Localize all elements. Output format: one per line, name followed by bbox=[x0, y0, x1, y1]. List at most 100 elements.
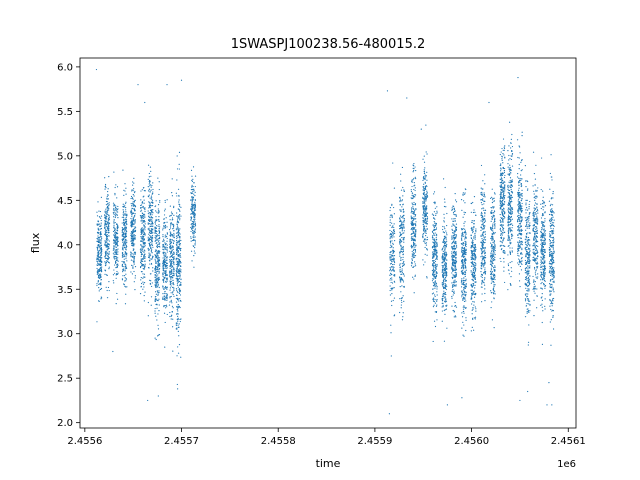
data-point bbox=[472, 263, 474, 265]
data-point bbox=[194, 243, 196, 245]
data-point bbox=[159, 201, 161, 203]
data-point bbox=[162, 259, 165, 262]
data-point bbox=[393, 213, 395, 215]
data-point bbox=[431, 235, 434, 237]
data-point bbox=[113, 221, 115, 223]
data-point bbox=[117, 272, 119, 274]
data-point bbox=[391, 226, 393, 229]
data-point bbox=[178, 229, 180, 232]
data-point bbox=[410, 207, 413, 209]
data-point bbox=[172, 307, 174, 309]
data-point bbox=[390, 254, 393, 256]
data-point bbox=[179, 291, 181, 293]
data-point bbox=[436, 265, 438, 267]
data-point bbox=[414, 223, 417, 225]
data-point bbox=[483, 265, 485, 267]
data-point bbox=[446, 224, 448, 227]
data-point bbox=[166, 294, 168, 296]
data-point bbox=[452, 223, 454, 225]
data-point bbox=[411, 194, 413, 196]
data-point bbox=[193, 182, 195, 184]
data-point bbox=[482, 193, 484, 195]
data-point bbox=[414, 203, 417, 205]
data-point bbox=[116, 226, 118, 228]
data-point bbox=[169, 235, 171, 237]
data-point bbox=[422, 177, 425, 179]
data-point bbox=[131, 210, 133, 212]
data-point bbox=[401, 223, 403, 225]
data-point bbox=[452, 224, 454, 226]
data-point bbox=[154, 235, 156, 237]
data-point bbox=[150, 189, 152, 191]
data-point bbox=[192, 213, 194, 215]
data-point bbox=[400, 189, 403, 191]
data-point bbox=[452, 220, 454, 222]
data-point bbox=[100, 231, 102, 233]
data-point bbox=[141, 216, 143, 218]
data-point bbox=[412, 212, 414, 215]
data-point bbox=[193, 205, 195, 207]
data-point bbox=[451, 253, 453, 255]
data-point bbox=[445, 236, 447, 238]
data-point bbox=[107, 224, 110, 226]
data-point bbox=[415, 244, 417, 246]
data-point bbox=[451, 237, 453, 239]
data-point bbox=[158, 286, 160, 289]
data-point bbox=[143, 227, 145, 229]
data-point bbox=[106, 236, 108, 238]
data-point bbox=[130, 195, 133, 198]
data-point bbox=[114, 264, 116, 266]
data-point bbox=[432, 288, 434, 290]
data-point bbox=[164, 251, 166, 253]
data-point bbox=[133, 248, 135, 250]
data-point bbox=[108, 216, 110, 218]
data-point bbox=[130, 255, 132, 257]
data-point bbox=[112, 280, 114, 282]
data-point bbox=[472, 285, 474, 287]
data-point bbox=[147, 195, 149, 197]
data-point bbox=[107, 209, 109, 211]
data-point bbox=[125, 249, 127, 251]
data-point bbox=[436, 319, 438, 321]
data-point bbox=[426, 153, 428, 155]
data-point bbox=[155, 291, 157, 293]
data-point bbox=[142, 246, 145, 248]
data-point bbox=[451, 208, 453, 211]
data-point bbox=[104, 233, 106, 235]
data-point bbox=[105, 230, 107, 232]
data-point bbox=[149, 263, 151, 265]
data-point bbox=[142, 250, 144, 252]
data-point bbox=[484, 269, 486, 271]
data-point bbox=[414, 215, 417, 217]
data-point bbox=[401, 319, 404, 321]
data-point bbox=[100, 298, 102, 300]
data-point bbox=[444, 297, 446, 299]
data-point bbox=[462, 306, 464, 308]
data-point bbox=[108, 247, 110, 249]
data-point bbox=[483, 218, 485, 220]
data-point bbox=[414, 248, 417, 251]
data-point bbox=[166, 258, 168, 260]
data-point bbox=[100, 274, 102, 276]
data-point bbox=[157, 219, 159, 221]
data-point bbox=[169, 271, 171, 274]
data-point bbox=[194, 226, 196, 228]
data-point bbox=[463, 259, 465, 261]
data-point bbox=[401, 230, 403, 232]
data-point bbox=[473, 227, 475, 229]
data-point bbox=[154, 237, 156, 239]
data-point bbox=[424, 178, 426, 181]
data-point bbox=[178, 300, 180, 302]
data-point bbox=[444, 256, 446, 258]
data-point bbox=[444, 254, 446, 256]
data-point bbox=[179, 264, 181, 267]
data-point bbox=[154, 300, 157, 302]
data-point bbox=[97, 201, 99, 203]
data-point bbox=[175, 263, 177, 266]
data-point bbox=[403, 241, 405, 243]
data-point bbox=[474, 257, 476, 259]
data-point bbox=[158, 257, 161, 259]
data-point bbox=[453, 266, 456, 268]
data-point bbox=[141, 246, 143, 248]
data-point bbox=[133, 188, 135, 190]
